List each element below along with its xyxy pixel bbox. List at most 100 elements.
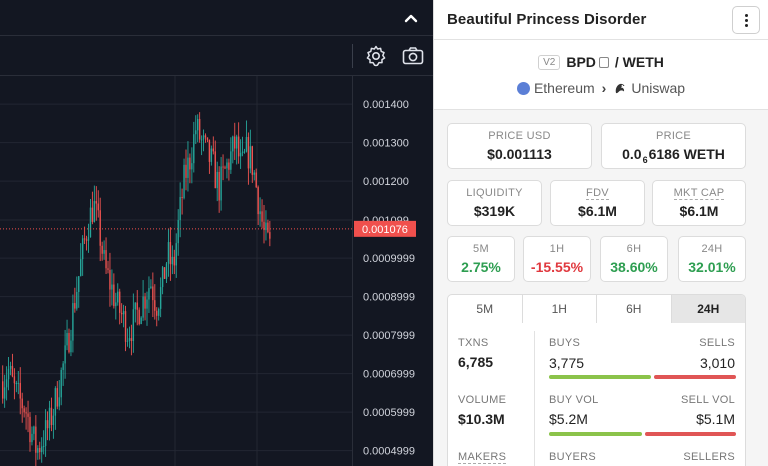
dex-link[interactable]: Uniswap [631,80,686,96]
candle-body [159,287,162,309]
candle-body [52,415,55,426]
quote-symbol: / WETH [614,54,664,70]
buys-label: BUYS [549,337,581,349]
candle-body [91,207,94,222]
candle-body [144,296,146,309]
buy-vol-label: BUY VOL [549,394,599,406]
candle-body [93,201,96,222]
buy-vol-value: $5.2M [549,411,588,427]
gear-icon[interactable] [364,44,388,68]
change-6h-card[interactable]: 6H 38.60% [600,236,668,282]
market-cap-card[interactable]: MKT CAP $6.1M [652,180,746,226]
candle-body [181,197,183,199]
tab-6h[interactable]: 6H [597,295,672,323]
candle-body [37,448,39,453]
candle-body [15,382,18,384]
txn-stats: TXNS 6,785 BUYS 3,775 SELLS 3,010 VOLUME… [447,323,746,466]
buyers-label: BUYERS [549,451,597,463]
candle-body [236,136,238,149]
candle-body [138,309,140,325]
candle-body [50,407,53,426]
camera-icon[interactable] [401,44,425,68]
candle-body [33,426,35,434]
change-1h-card[interactable]: 1H -15.55% [523,236,591,282]
candle-body [202,135,205,140]
sell-vol-value: $5.1M [696,411,735,427]
buys-value: 3,775 [549,355,585,371]
more-vertical-icon[interactable] [732,6,760,34]
candle-body [7,368,10,380]
candle-body [42,445,45,447]
price-usd-value: $0.001113 [487,146,552,162]
candle-body [167,242,170,264]
candle-body [198,118,201,140]
candle-body [241,151,244,153]
candle-body [226,162,228,169]
change-24h-card[interactable]: 24H 32.01% [678,236,746,282]
tab-1h[interactable]: 1H [523,295,597,323]
sells-label: SELLS [699,337,735,349]
candle-body [214,151,216,189]
chevron-up-icon[interactable] [400,8,422,28]
candle-body [130,338,133,342]
fdv-value: $6.1M [578,203,617,219]
candle-body [142,296,144,318]
candle-body [261,211,263,222]
candle-body [163,267,166,279]
copy-icon[interactable] [598,57,609,68]
tab-5m[interactable]: 5M [448,295,523,323]
candle-body [58,397,60,407]
candle-body [154,300,156,311]
candle-body [105,250,107,269]
candle-body [195,130,197,135]
candle-body [115,302,117,307]
candle-body [21,398,23,409]
candle-body [161,267,164,288]
candle-body [208,139,211,162]
price-chart[interactable]: 0.0014000.0013000.0012000.0010990.000999… [0,76,433,466]
candle-body [212,148,214,152]
buy-volume-ratio-bar [549,432,642,436]
candle-body [232,136,234,152]
change-5m-card[interactable]: 5M 2.75% [447,236,515,282]
market-cap-label: MKT CAP [673,187,725,200]
candle-body [89,207,92,238]
candle-body [259,211,261,215]
chart-panel: 0.0014000.0013000.0012000.0010990.000999… [0,8,433,466]
candle-body [25,412,27,414]
chevron-right-icon: › [601,80,607,96]
candle-body [85,239,88,241]
uniswap-icon [613,81,627,95]
pair-block: V2 BPD / WETH Ethereum › Uniswap [434,40,768,110]
candle-body [44,420,47,446]
token-name: Beautiful Princess Disorder [447,11,647,28]
candle-body [243,151,246,153]
price-native-card: PRICE 0.066186 WETH [601,123,746,169]
chain-link[interactable]: Ethereum [533,80,595,96]
candle-body [267,222,269,233]
tab-24h[interactable]: 24H [671,295,745,323]
price-axis-tick-label: 0.0005999 [363,407,415,419]
sells-value: 3,010 [699,355,735,371]
change-5m-label: 5M [473,243,489,255]
fdv-card[interactable]: FDV $6.1M [550,180,645,226]
change-1h-label: 1H [549,243,565,255]
candle-body [249,146,252,169]
candle-body [189,157,191,170]
candle-body [9,365,12,369]
buys-ratio-bar [549,375,651,379]
candle-body [220,166,222,201]
candle-body [193,134,195,164]
candle-body [46,420,49,429]
candle-body [206,137,209,140]
candle-body [253,172,255,175]
change-1h-value: -15.55% [530,259,584,275]
candle-body [29,416,31,443]
sell-volume-ratio-bar [645,432,736,436]
candle-body [140,317,142,325]
candle-body [183,164,185,198]
candle-body [148,288,150,300]
candle-body [247,137,250,169]
candle-body [239,152,242,157]
